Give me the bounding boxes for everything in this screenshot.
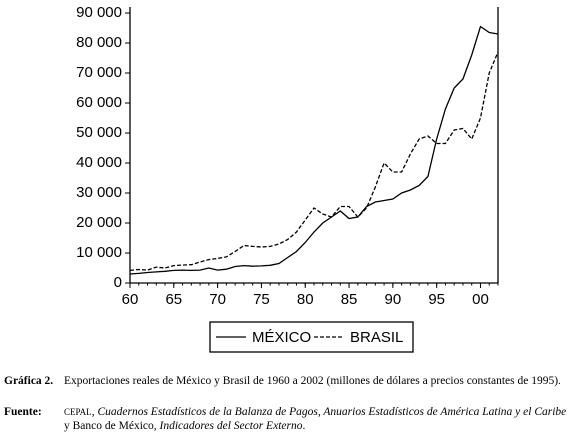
- source-text: CEPAL, Cuadernos Estadísticos de la Bala…: [64, 405, 574, 433]
- y-tick-label: 20 000: [76, 214, 122, 231]
- legend-label: MÉXICO: [252, 329, 311, 346]
- source-label: Fuente:: [4, 406, 42, 418]
- y-tick-label: 60 000: [76, 94, 122, 111]
- y-tick-label: 0: [114, 274, 122, 291]
- source: Fuente: CEPAL, Cuadernos Estadísticos de…: [4, 405, 574, 433]
- source-part: y Banco de México,: [64, 420, 160, 432]
- legend-box: [209, 321, 414, 353]
- source-part: Cuadernos Estadísticos de la Balanza de …: [97, 406, 567, 418]
- source-part: CEPAL: [64, 407, 92, 417]
- y-tick-label: 10 000: [76, 244, 122, 261]
- x-tick-label: 75: [253, 291, 270, 308]
- legend-label: BRASIL: [350, 329, 403, 346]
- source-part: .: [302, 420, 306, 432]
- caption-label: Gráfica 2.: [4, 375, 54, 387]
- x-tick-label: 70: [209, 291, 226, 308]
- source-part: ,: [91, 406, 98, 418]
- y-tick-label: 30 000: [76, 184, 122, 201]
- y-tick-label: 70 000: [76, 64, 122, 81]
- x-tick-label: 90: [385, 291, 402, 308]
- y-tick-label: 50 000: [76, 124, 122, 141]
- caption: Gráfica 2. Exportaciones reales de Méxic…: [4, 374, 574, 388]
- source-part: Indicadores del Sector Externo: [159, 420, 303, 432]
- series-line: [129, 25, 499, 275]
- x-tick-label: 80: [297, 291, 314, 308]
- x-tick-label: 65: [165, 291, 182, 308]
- y-tick-label: 40 000: [76, 154, 122, 171]
- caption-text: Exportaciones reales de México y Brasil …: [64, 375, 561, 387]
- y-tick-label: 80 000: [76, 34, 122, 51]
- chart: 0 10 000 20 000 30 000 40 000 50 000 60 000 70 …: [76, 4, 499, 353]
- x-tick-label: 00: [472, 291, 489, 308]
- x-tick-label: 95: [428, 291, 445, 308]
- x-tick-label: 85: [341, 291, 358, 308]
- series-line: [129, 51, 499, 272]
- x-tick-label: 60: [122, 291, 139, 308]
- y-tick-label: 90 000: [76, 4, 122, 21]
